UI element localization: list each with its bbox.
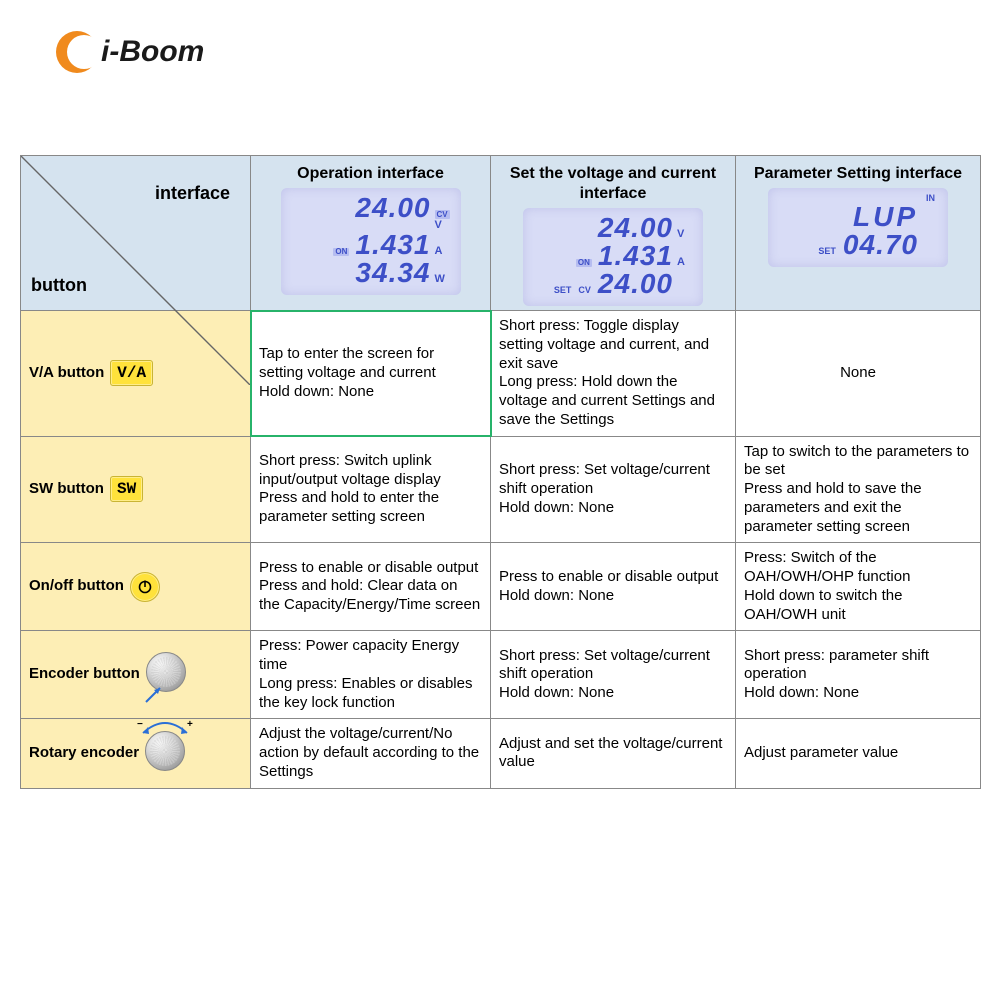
- svg-text:−: −: [137, 719, 143, 730]
- cell-rot-set: Adjust and set the voltage/current value: [491, 719, 736, 788]
- col-set: Set the voltage and current interface 24…: [491, 156, 736, 311]
- cell-enc-param: Short press: parameter shift operationHo…: [736, 631, 981, 719]
- col-operation: Operation interface 24.00CVV ON1.431A 34…: [251, 156, 491, 311]
- rowlabel-sw: SW button SW: [21, 436, 251, 543]
- cell-onoff-param: Press: Switch of the OAH/OWH/OHP functio…: [736, 543, 981, 631]
- cell-enc-op: Press: Power capacity Energy timeLong pr…: [251, 631, 491, 719]
- rowlabel-onoff: On/off button: [21, 543, 251, 631]
- row-onoff: On/off button Press to enable or disable…: [21, 543, 981, 631]
- diagonal-header: interface button: [21, 156, 251, 311]
- cell-onoff-op: Press to enable or disable outputPress a…: [251, 543, 491, 631]
- cell-va-op: Tap to enter the screen for setting volt…: [251, 311, 491, 437]
- row-sw: SW button SW Short press: Switch uplink …: [21, 436, 981, 543]
- cell-rot-op: Adjust the voltage/current/No action by …: [251, 719, 491, 788]
- row-rotary: Rotary encoder − + Adjust the voltage/cu…: [21, 719, 981, 788]
- cell-va-param: None: [736, 311, 981, 437]
- cell-sw-set: Short press: Set voltage/current shift o…: [491, 436, 736, 543]
- cell-enc-set: Short press: Set voltage/current shift o…: [491, 631, 736, 719]
- cell-sw-param: Tap to switch to the parameters to be se…: [736, 436, 981, 543]
- brand-name: i-Boom: [101, 35, 204, 69]
- sw-chip-icon: SW: [110, 476, 143, 502]
- crescent-icon: [55, 30, 99, 74]
- rowlabel-encoder: Encoder button: [21, 631, 251, 719]
- lcd-operation: 24.00CVV ON1.431A 34.34W: [281, 188, 461, 295]
- lcd-set: 24.00V ON1.431A SETCV24.00: [523, 208, 703, 306]
- button-interface-table: interface button Operation interface 24.…: [20, 155, 981, 789]
- header-interface-label: interface: [155, 182, 230, 205]
- press-arrow-icon: [142, 682, 166, 706]
- rotary-knob-icon: [145, 731, 185, 771]
- header-button-label: button: [31, 274, 87, 297]
- lcd-param: IN LUP SET04.70: [768, 188, 948, 267]
- brand-logo: i-Boom: [55, 30, 204, 74]
- cell-onoff-set: Press to enable or disable outputHold do…: [491, 543, 736, 631]
- col-param: Parameter Setting interface IN LUP SET04…: [736, 156, 981, 311]
- cell-sw-op: Short press: Switch uplink input/output …: [251, 436, 491, 543]
- rowlabel-rotary: Rotary encoder − +: [21, 719, 251, 788]
- svg-text:+: +: [187, 719, 193, 730]
- cell-rot-param: Adjust parameter value: [736, 719, 981, 788]
- header-row: interface button Operation interface 24.…: [21, 156, 981, 311]
- power-icon: [130, 572, 160, 602]
- row-encoder: Encoder button Press: Power capacity Ene…: [21, 631, 981, 719]
- cell-va-set: Short press: Toggle display setting volt…: [491, 311, 736, 437]
